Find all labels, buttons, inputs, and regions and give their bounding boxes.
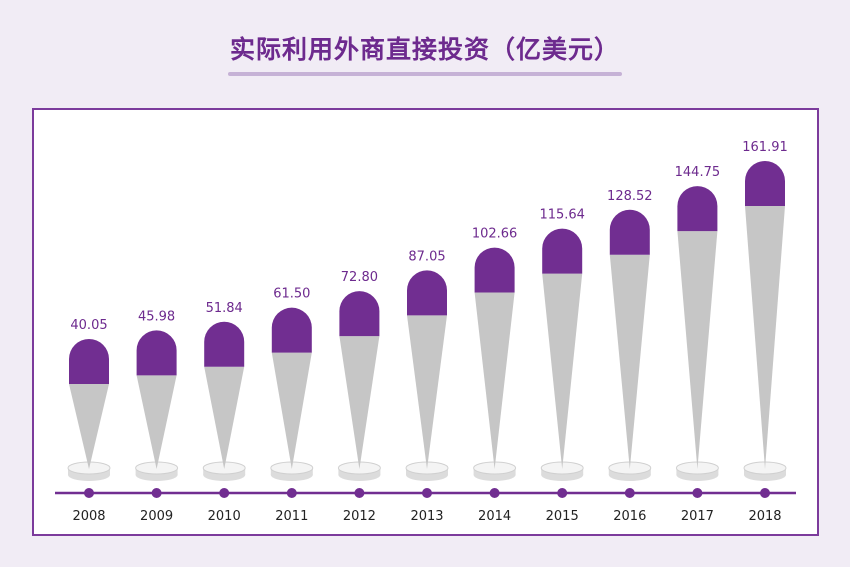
data-label: 102.66 [472, 227, 518, 242]
x-tick-label: 2014 [478, 509, 511, 524]
x-tick-label: 2010 [208, 509, 241, 524]
axis-dot [422, 488, 432, 498]
chart-title: 实际利用外商直接投资（亿美元） [229, 35, 620, 64]
bar [271, 307, 312, 353]
bar [474, 247, 515, 293]
bar-cone [204, 366, 245, 469]
data-label: 45.98 [138, 309, 175, 324]
data-label: 161.91 [742, 140, 788, 155]
bar [204, 321, 245, 367]
data-label: 144.75 [675, 165, 721, 180]
x-tick-label: 2013 [410, 509, 443, 524]
data-label: 128.52 [607, 189, 653, 204]
axis-dot [489, 488, 500, 498]
bar-cone [407, 315, 447, 469]
bar-cone [474, 292, 515, 469]
bar [339, 291, 380, 337]
bar-cone [136, 375, 177, 469]
bar-cone [271, 352, 312, 469]
title-underline [228, 72, 622, 76]
axis-dot [760, 488, 770, 498]
data-label: 40.05 [70, 318, 107, 333]
data-label: 61.50 [273, 287, 310, 302]
axis-dot [692, 488, 703, 498]
bar-cone [542, 273, 583, 469]
axis-dot [84, 488, 94, 498]
data-label: 87.05 [408, 249, 445, 264]
axis-dot [151, 488, 162, 498]
axis-dot [286, 488, 297, 498]
axis-dot [219, 488, 230, 498]
bar [407, 270, 447, 316]
axis-dot [624, 488, 635, 498]
bar [745, 161, 785, 206]
bar-cone [339, 336, 380, 469]
bar [69, 339, 109, 384]
x-tick-label: 2017 [681, 509, 714, 524]
x-tick-label: 2015 [546, 509, 579, 524]
x-tick-label: 2012 [343, 509, 376, 524]
bar-cone [677, 231, 718, 469]
data-label: 115.64 [539, 208, 585, 223]
x-tick-label: 2011 [275, 509, 308, 524]
axis-dot [354, 488, 365, 498]
bar [542, 228, 583, 274]
x-tick-label: 2018 [748, 509, 781, 524]
bar [136, 330, 177, 376]
bar-cone [69, 384, 109, 469]
data-label: 72.80 [341, 270, 378, 285]
x-tick-label: 2009 [140, 509, 173, 524]
bar-cone [745, 206, 785, 469]
x-tick-label: 2016 [613, 509, 646, 524]
data-label: 51.84 [206, 301, 243, 316]
bar-cone [609, 254, 650, 469]
x-tick-label: 2008 [72, 509, 105, 524]
bar [609, 209, 650, 255]
bar [677, 186, 718, 232]
axis-dot [557, 488, 568, 498]
